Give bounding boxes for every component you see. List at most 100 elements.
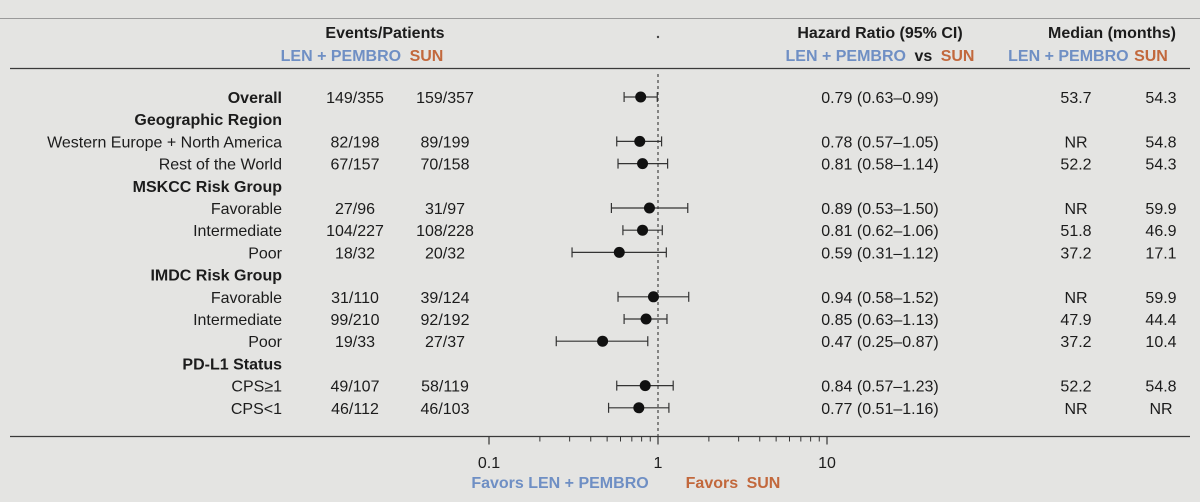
median-arm-b: 46.9 — [1145, 223, 1176, 240]
hr-arm-a-label: LEN + PEMBRO — [786, 48, 906, 65]
favors-sun-prefix: Favors — [686, 475, 739, 492]
events-arm-a: 19/33 — [335, 334, 375, 351]
row-label: Overall — [228, 90, 282, 107]
hr-point — [633, 402, 645, 414]
tick-label-0-1: 0.1 — [478, 455, 500, 472]
row-7-poor: Poor 18/32 20/32 0.59 (0.31–1.12) 37.2 17.1 — [248, 245, 1176, 262]
events-arm-a: 31/110 — [331, 290, 379, 307]
events-arm-a: 27/96 — [335, 201, 375, 218]
row-label: Poor — [248, 334, 282, 351]
row-6-intermediate: Intermediate 104/227 108/228 0.81 (0.62–1.0… — [193, 223, 1177, 240]
events-arms-header: LEN + PEMBRO SUN — [281, 48, 444, 65]
median-arm-a: 51.8 — [1060, 223, 1091, 240]
row-8-imdc-risk-group: IMDC Risk Group — [150, 268, 282, 285]
events-arm-a: 46/112 — [331, 401, 379, 418]
hr-point — [643, 202, 655, 214]
hr-value: 0.77 (0.51–1.16) — [821, 401, 938, 418]
hr-point — [639, 380, 651, 392]
row-2-western-europe-north-america: Western Europe + North America 82/198 89/1… — [47, 134, 1177, 151]
hr-value: 0.78 (0.57–1.05) — [821, 134, 938, 151]
median-arm-a: 52.2 — [1060, 379, 1091, 396]
median-arm-b: 44.4 — [1145, 312, 1176, 329]
median-arm-a: NR — [1064, 134, 1087, 151]
row-label: Western Europe + North America — [47, 134, 282, 151]
row-label: CPS≥1 — [231, 379, 282, 396]
median-arm-a: NR — [1064, 290, 1087, 307]
row-0-overall: Overall 149/355 159/357 0.79 (0.63–0.99) 53.… — [228, 90, 1177, 107]
events-arm-a: 18/32 — [335, 245, 375, 262]
hazard-ratio-header: Hazard Ratio (95% CI) — [797, 25, 962, 42]
favors-sun-arm: SUN — [747, 475, 781, 492]
row-label: Favorable — [211, 201, 282, 218]
events-arm-a-label: LEN + PEMBRO — [281, 48, 401, 65]
hr-arms-header: LEN + PEMBRO vs SUN — [786, 48, 975, 65]
median-arm-b: 59.9 — [1145, 201, 1176, 218]
row-11-poor: Poor 19/33 27/37 0.47 (0.25–0.87) 37.2 10.4 — [248, 334, 1176, 351]
row-4-mskcc-risk-group: MSKCC Risk Group — [133, 179, 283, 196]
tick-label-10: 10 — [818, 455, 836, 472]
median-arm-b: 54.8 — [1145, 134, 1176, 151]
hr-value: 0.79 (0.63–0.99) — [821, 90, 938, 107]
row-14-cps-lt-1: CPS<1 46/112 46/103 0.77 (0.51–1.16) NR NR — [231, 401, 1173, 418]
events-arm-b: 89/199 — [421, 134, 470, 151]
row-13-cps-ge-1: CPS≥1 49/107 58/119 0.84 (0.57–1.23) 52.2 54.… — [231, 379, 1176, 396]
events-arm-b: 58/119 — [421, 379, 469, 396]
group-header: Geographic Region — [134, 112, 282, 129]
hr-point — [640, 313, 652, 325]
favors-sun-label: Favors SUN — [686, 475, 781, 492]
row-12-pd-l1-status: PD-L1 Status — [182, 356, 282, 373]
median-arms-header: LEN + PEMBRO SUN — [1008, 48, 1168, 65]
row-10-intermediate: Intermediate 99/210 92/192 0.85 (0.63–1.13)… — [193, 312, 1177, 329]
reference-marker-dot — [656, 35, 660, 39]
hr-point — [647, 291, 659, 303]
median-arm-a: NR — [1064, 201, 1087, 218]
median-arm-a: 53.7 — [1060, 90, 1091, 107]
events-arm-a: 104/227 — [326, 223, 384, 240]
tick-label-1: 1 — [654, 455, 663, 472]
x-axis-ticks — [488, 436, 828, 445]
row-label: Intermediate — [193, 223, 282, 240]
events-arm-b: 92/192 — [421, 312, 470, 329]
events-arm-b: 31/97 — [425, 201, 465, 218]
row-label: Intermediate — [193, 312, 282, 329]
hr-value: 0.47 (0.25–0.87) — [821, 334, 938, 351]
hr-arm-b-label: SUN — [941, 48, 975, 65]
row-label: Rest of the World — [159, 157, 282, 174]
events-arm-a: 82/198 — [331, 134, 380, 151]
hr-point — [635, 91, 647, 103]
events-arm-b: 20/32 — [425, 245, 465, 262]
events-arm-a: 149/355 — [326, 90, 384, 107]
row-3-rest-of-the-world: Rest of the World 67/157 70/158 0.81 (0.58–… — [159, 157, 1177, 174]
events-arm-b: 46/103 — [421, 401, 470, 418]
hr-value: 0.85 (0.63–1.13) — [821, 312, 938, 329]
hr-value: 0.84 (0.57–1.23) — [821, 379, 938, 396]
events-arm-b: 27/37 — [425, 334, 465, 351]
row-9-favorable: Favorable 31/110 39/124 0.94 (0.58–1.52) NR 5… — [211, 290, 1177, 307]
hr-vs-label: vs — [914, 48, 932, 65]
events-patients-header: Events/Patients — [325, 25, 444, 42]
hr-value: 0.94 (0.58–1.52) — [821, 290, 938, 307]
median-arm-a: 37.2 — [1060, 245, 1091, 262]
events-arm-b: 159/357 — [416, 90, 474, 107]
median-arm-b: 59.9 — [1145, 290, 1176, 307]
group-header: PD-L1 Status — [182, 356, 282, 373]
median-arm-a-label: LEN + PEMBRO — [1008, 48, 1128, 65]
events-arm-b-label: SUN — [410, 48, 444, 65]
median-arm-b-label: SUN — [1134, 48, 1168, 65]
hr-point — [597, 335, 609, 347]
median-arm-b: 54.8 — [1145, 379, 1176, 396]
hr-point — [637, 224, 649, 236]
hr-value: 0.81 (0.58–1.14) — [821, 157, 938, 174]
row-label: Favorable — [211, 290, 282, 307]
events-arm-a: 67/157 — [331, 157, 380, 174]
row-label: CPS<1 — [231, 401, 282, 418]
hr-point — [613, 246, 625, 258]
median-arm-a: 37.2 — [1060, 334, 1091, 351]
events-arm-a: 99/210 — [331, 312, 380, 329]
favors-len-pembro-label: Favors LEN + PEMBRO — [471, 475, 648, 492]
hr-point — [634, 135, 646, 147]
hr-value: 0.81 (0.62–1.06) — [821, 223, 938, 240]
row-1-geographic-region: Geographic Region — [134, 112, 282, 129]
median-arm-b: 10.4 — [1145, 334, 1176, 351]
